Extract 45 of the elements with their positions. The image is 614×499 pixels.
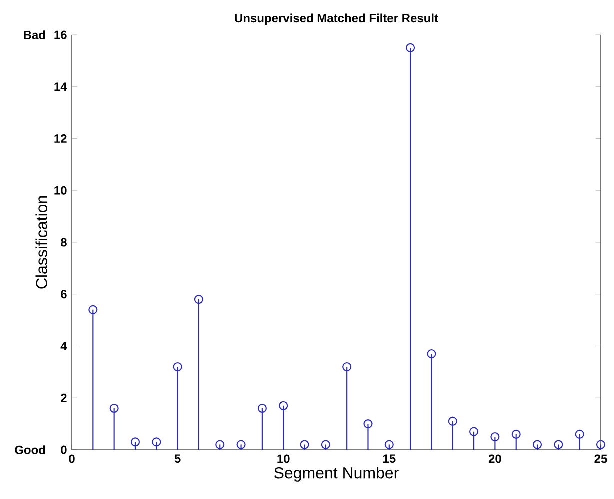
- x-tick-label: 15: [383, 454, 396, 464]
- point: [512, 430, 521, 439]
- x-tick-label: 5: [174, 454, 181, 464]
- point: [384, 440, 394, 450]
- y-axis-title: Classification: [36, 196, 48, 289]
- point: [470, 427, 479, 436]
- point: [364, 420, 373, 429]
- point: [490, 432, 500, 442]
- point: [279, 401, 288, 410]
- point: [448, 416, 458, 426]
- text: Good: [15, 446, 46, 454]
- x-tick-label: 0: [69, 454, 75, 464]
- y-tick-label: 14: [54, 82, 68, 91]
- y-tick-label: 4: [60, 342, 68, 350]
- point: [406, 43, 416, 52]
- point: [173, 362, 182, 372]
- y-tick-label: 16: [54, 30, 67, 40]
- x-tick-label: 25: [594, 454, 608, 464]
- text: Bad: [24, 30, 46, 40]
- y-tick-label: 12: [54, 134, 67, 143]
- point: [554, 440, 564, 450]
- point: [236, 440, 246, 450]
- point: [258, 404, 267, 414]
- point: [342, 362, 352, 372]
- point: [152, 438, 162, 447]
- point: [194, 295, 204, 304]
- y-tick-label: 0: [61, 446, 67, 454]
- chart-title: Unsupervised Matched Filter Result: [235, 14, 438, 25]
- y-tick-label: 2: [61, 394, 67, 402]
- y-tick-label: 6: [61, 290, 67, 299]
- point: [88, 305, 98, 314]
- x-axis-title: Segment Number: [274, 467, 399, 482]
- point: [575, 430, 584, 439]
- x-tick-label: 20: [488, 454, 502, 464]
- point: [300, 440, 310, 450]
- x-tick-label: 10: [278, 454, 290, 464]
- point: [321, 440, 330, 450]
- point: [110, 404, 119, 414]
- y-tick-label: 10: [54, 186, 67, 195]
- point: [427, 349, 436, 359]
- point: [130, 438, 140, 447]
- point: [216, 440, 225, 450]
- point: [532, 440, 542, 450]
- point: [596, 440, 606, 450]
- y-tick-label: 8: [60, 238, 67, 247]
